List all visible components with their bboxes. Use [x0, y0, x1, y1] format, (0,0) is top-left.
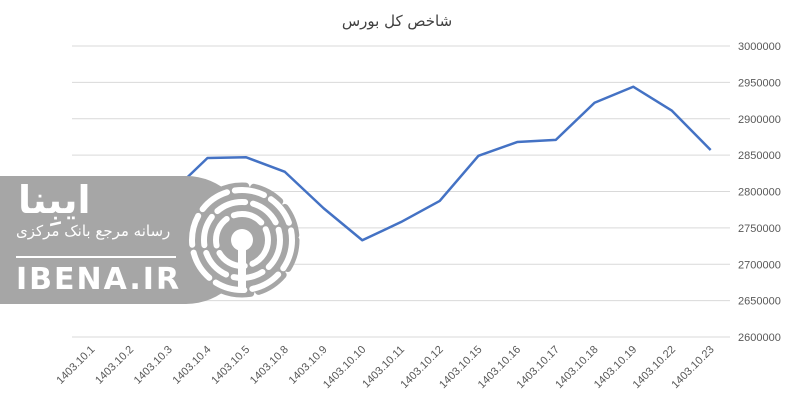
y-tick-label: 2650000	[738, 296, 781, 308]
x-tick-label: 1403.10.2	[93, 344, 136, 387]
x-tick-label: 1403.10.8	[248, 344, 291, 387]
x-tick-label: 1403.10.3	[132, 344, 175, 387]
y-tick-label: 2850000	[738, 150, 781, 162]
x-tick-label: 1403.10.1	[54, 344, 97, 387]
x-tick-label: 1403.10.5	[209, 344, 252, 387]
y-tick-label: 2800000	[738, 187, 781, 199]
x-tick-label: 1403.10.4	[171, 344, 214, 387]
watermark-persian-name: ایبِنا	[18, 178, 91, 222]
y-tick-label: 2950000	[738, 77, 781, 89]
y-tick-label: 2900000	[738, 114, 781, 126]
watermark-english-name: IBENA.IR	[16, 262, 182, 297]
chart-title: شاخص کل بورس	[342, 12, 452, 30]
watermark-divider	[16, 256, 176, 258]
y-tick-label: 2600000	[738, 332, 781, 344]
broadcast-icon	[184, 182, 300, 298]
y-tick-label: 2750000	[738, 223, 781, 235]
ibena-watermark-logo: ایبِنا رسانه مرجع بانک مرکزی IBENA.IR	[0, 176, 310, 304]
y-tick-label: 2700000	[738, 259, 781, 271]
watermark-subtitle: رسانه مرجع بانک مرکزی	[16, 222, 171, 240]
y-tick-label: 3000000	[738, 41, 781, 53]
